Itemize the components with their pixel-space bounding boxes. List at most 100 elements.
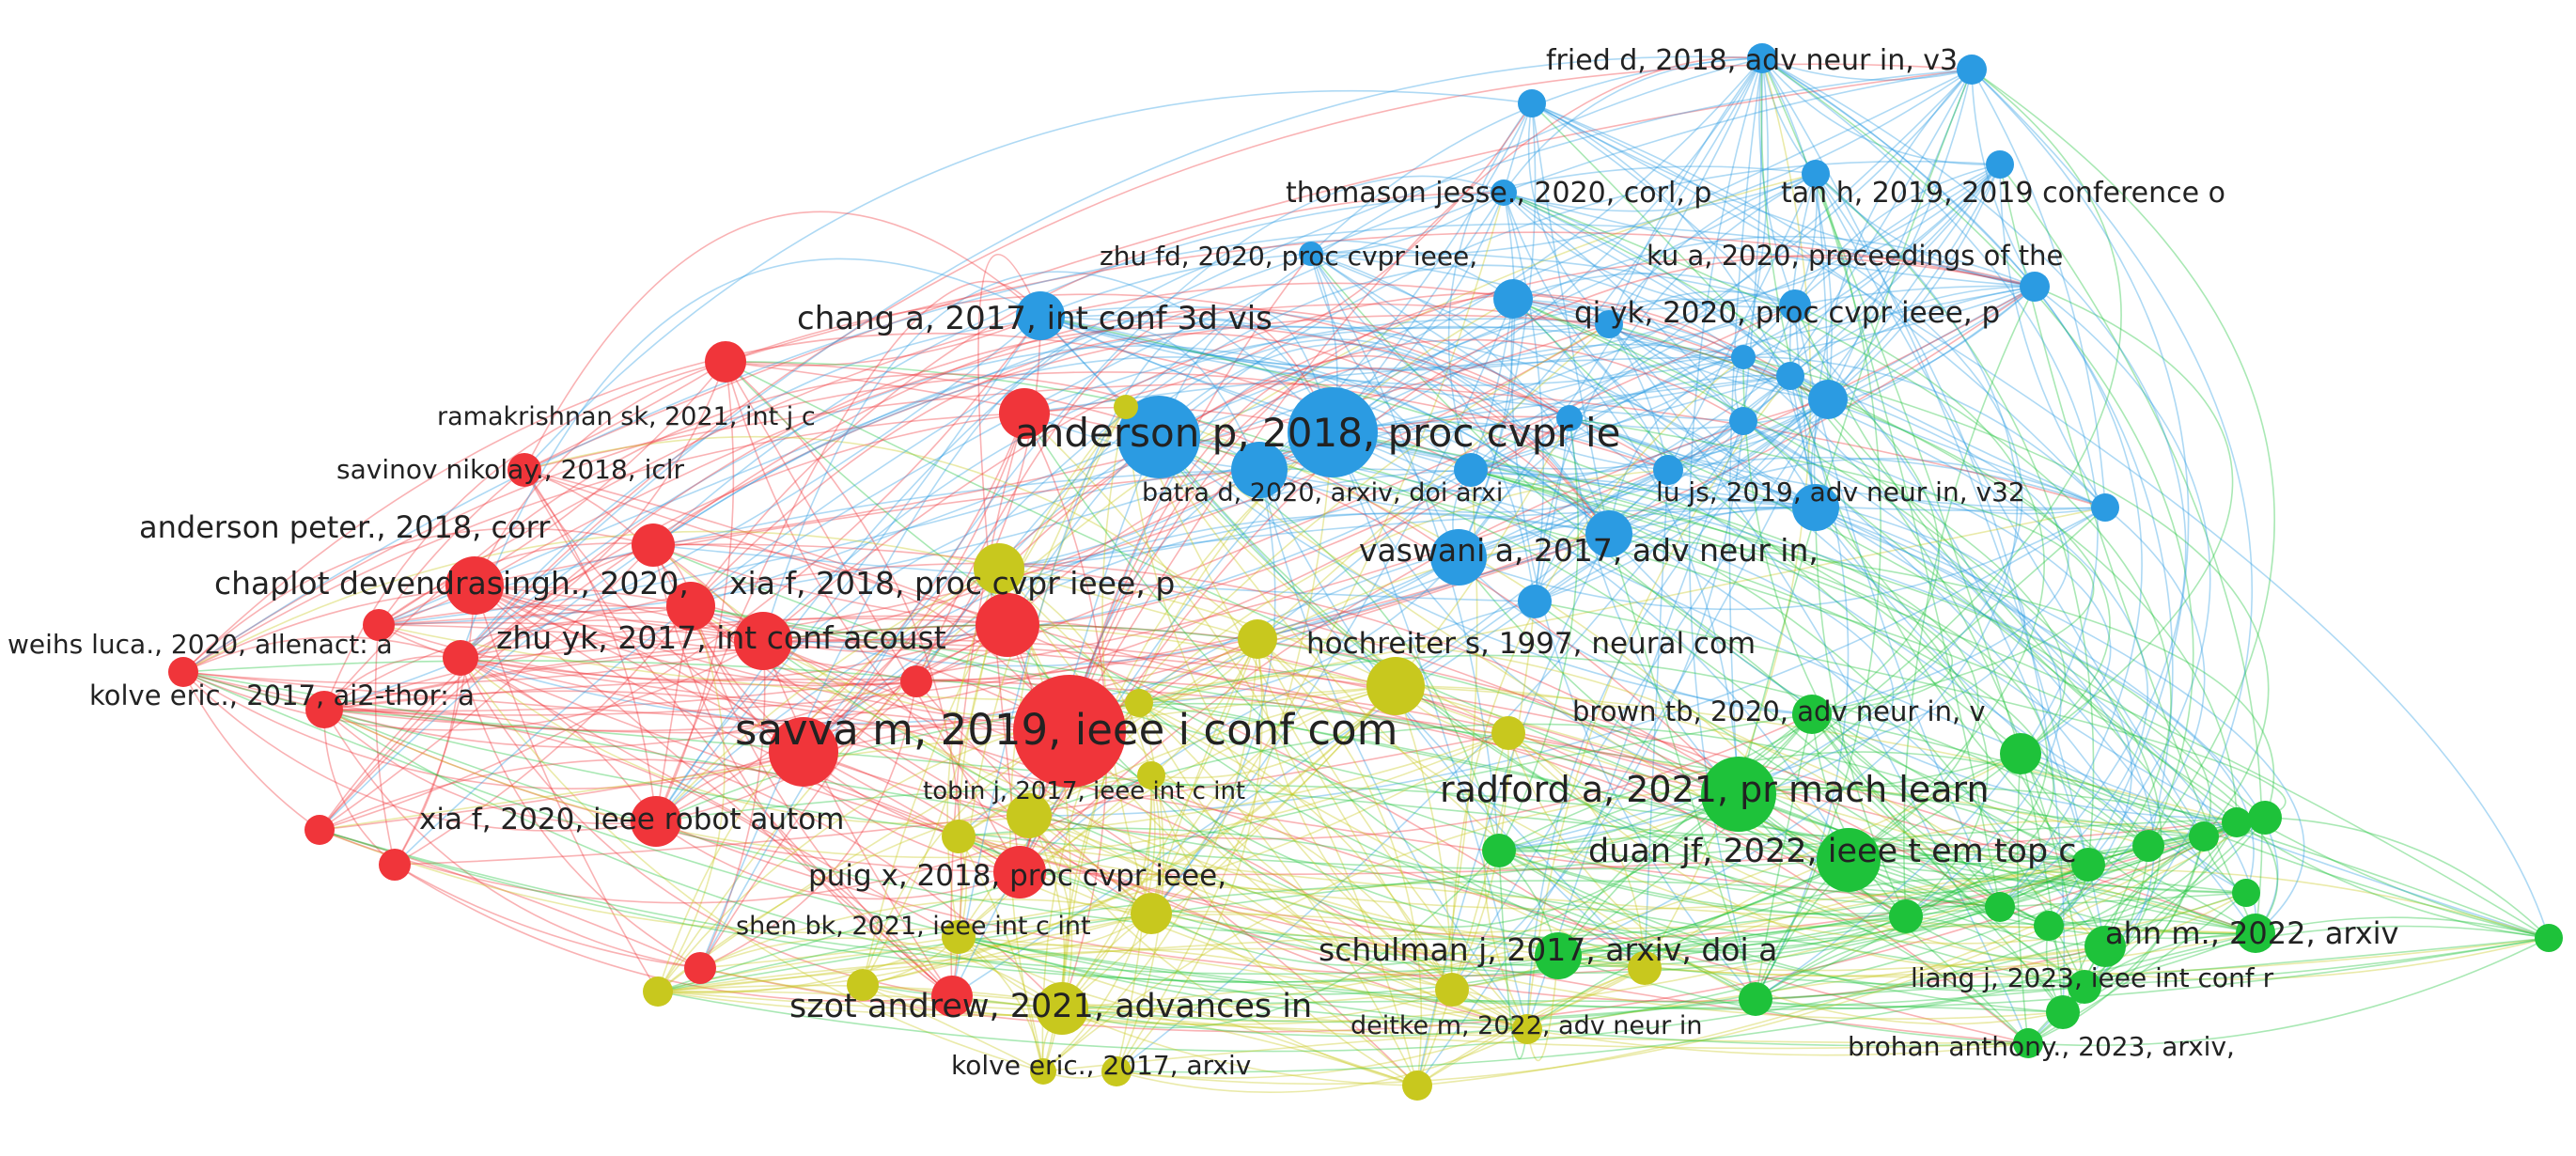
publication-node[interactable] [666,582,715,631]
publication-node[interactable] [1776,362,1804,390]
publication-node[interactable] [847,969,879,1001]
publication-node[interactable] [1653,455,1683,485]
publication-node[interactable] [643,976,673,1007]
publication-node[interactable] [1535,932,1582,979]
citation-link [958,936,2085,1009]
publication-node[interactable] [993,846,1046,898]
publication-node[interactable] [1125,689,1153,717]
publication-node[interactable] [2222,807,2252,837]
publication-node[interactable] [769,717,838,787]
publication-node[interactable] [976,593,1039,657]
publication-node[interactable] [305,691,343,728]
publication-node[interactable] [900,665,932,697]
publication-node[interactable] [443,640,478,676]
citation-link [182,333,1472,673]
publication-node[interactable] [684,952,716,984]
publication-node[interactable] [1013,675,1126,788]
publication-node[interactable] [2013,1028,2043,1058]
publication-node[interactable] [1595,310,1623,338]
publication-node[interactable] [1817,828,1881,892]
publication-node[interactable] [1802,160,1830,188]
publication-node[interactable] [1288,387,1378,477]
publication-node[interactable] [1435,973,1469,1007]
publication-node[interactable] [1491,716,1525,750]
publication-node[interactable] [1585,510,1632,557]
publication-node[interactable] [2535,924,2563,952]
publication-node[interactable] [1518,585,1552,618]
publication-node[interactable] [379,849,411,881]
publication-node[interactable] [734,612,792,670]
publication-node[interactable] [1556,405,1583,431]
citation-link [1761,57,2001,165]
publication-node[interactable] [1628,951,1662,985]
publication-node[interactable] [705,341,746,383]
publication-node[interactable] [2071,848,2105,882]
publication-node[interactable] [1366,657,1425,715]
publication-node[interactable] [1454,453,1488,487]
publication-node[interactable] [168,657,198,687]
publication-node[interactable] [1016,291,1065,340]
citation-link [1125,406,1528,1030]
publication-node[interactable] [1493,279,1533,319]
publication-node[interactable] [1030,1058,1056,1085]
publication-node[interactable] [2189,821,2219,851]
publication-node[interactable] [1731,345,1756,369]
publication-node[interactable] [304,815,335,845]
publication-node[interactable] [1985,892,2015,922]
citation-link [652,325,1817,546]
publication-node[interactable] [2020,272,2050,302]
publication-node[interactable] [1739,982,1772,1016]
publication-node[interactable] [1491,180,1517,206]
publication-node[interactable] [1512,1014,1542,1044]
publication-node[interactable] [974,543,1024,594]
publication-node[interactable] [1007,793,1052,838]
publication-node[interactable] [931,976,973,1017]
publication-node[interactable] [1889,899,1923,933]
publication-node[interactable] [1430,529,1487,586]
publication-node[interactable] [2236,914,2275,953]
publication-node[interactable] [1101,1056,1132,1086]
publication-node[interactable] [2132,830,2164,862]
publication-node[interactable] [999,388,1050,439]
publication-node[interactable] [942,920,976,954]
publication-node[interactable] [363,609,395,641]
publication-node[interactable] [1036,982,1088,1035]
publication-node[interactable] [1792,695,1832,734]
publication-node[interactable] [1808,380,1848,419]
publication-node[interactable] [445,556,504,615]
publication-node[interactable] [1518,89,1546,117]
publication-node[interactable] [1747,43,1777,73]
publication-node[interactable] [2091,493,2119,522]
publication-node[interactable] [1137,761,1165,789]
publication-node[interactable] [507,453,541,487]
citation-link [1526,375,1791,1030]
publication-node[interactable] [1986,150,2014,179]
publication-node[interactable] [1114,395,1138,419]
publication-node[interactable] [1402,1070,1432,1101]
citation-link [652,544,1536,602]
publication-node[interactable] [1117,396,1200,478]
publication-node[interactable] [2034,911,2064,941]
publication-node[interactable] [2068,970,2101,1004]
publication-node[interactable] [1701,757,1776,832]
publication-node[interactable] [1131,893,1172,934]
publication-node[interactable] [631,796,681,847]
publication-node[interactable] [632,523,675,567]
publication-node[interactable] [1779,289,1811,321]
publication-node[interactable] [2046,995,2080,1029]
publication-node[interactable] [1238,619,1277,659]
publication-node[interactable] [2000,733,2041,774]
publication-node[interactable] [1792,484,1839,531]
publication-node[interactable] [2232,879,2260,907]
citation-link [1470,375,1791,471]
publication-node[interactable] [2248,801,2282,835]
publication-node[interactable] [942,820,976,853]
publication-node[interactable] [1482,834,1516,867]
citation-link [655,820,1021,900]
publication-node[interactable] [2084,926,2126,967]
publication-node[interactable] [1299,242,1323,266]
citation-link [1458,164,2001,558]
publication-node[interactable] [1231,442,1288,498]
publication-node[interactable] [1957,55,1987,85]
publication-node[interactable] [1729,407,1757,435]
